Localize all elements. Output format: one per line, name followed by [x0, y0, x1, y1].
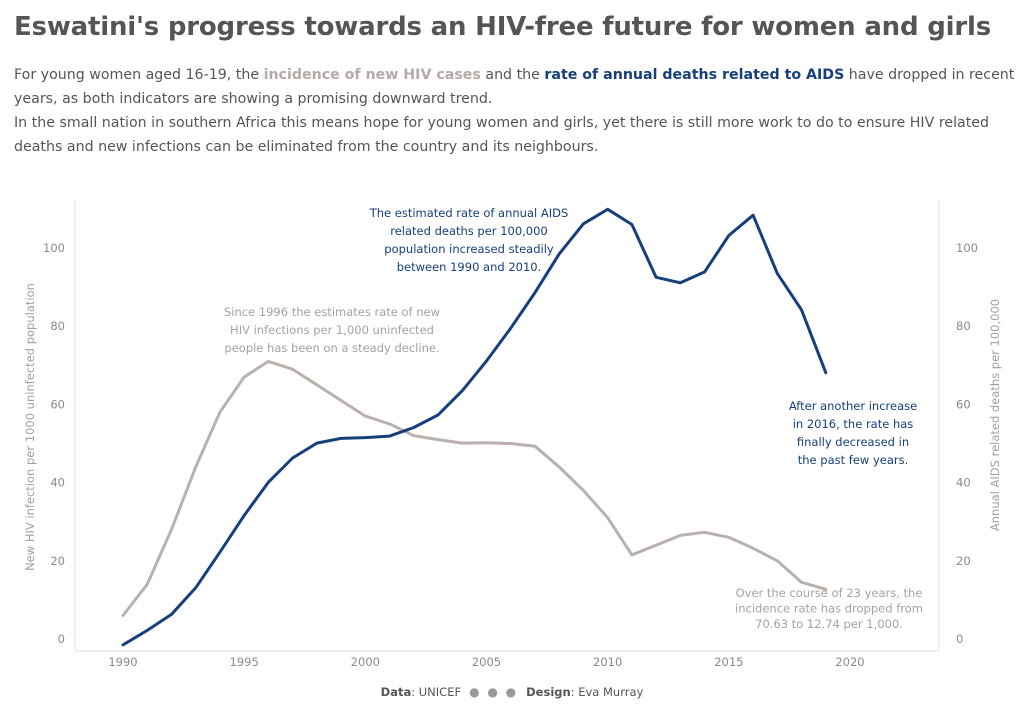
chart-title: Eswatini's progress towards an HIV-free …: [14, 12, 991, 42]
right-y-tick-label: 0: [956, 632, 963, 646]
annotation-line: people has been on a steady decline.: [224, 341, 439, 355]
annotation-line: the past few years.: [798, 453, 909, 467]
chart-lines: [121, 207, 828, 647]
subtitle-text: For young women aged 16-19, the: [14, 67, 264, 83]
separator-dots: ● ● ●: [469, 685, 519, 699]
deaths-series-line: [121, 207, 828, 647]
subtitle-paragraph-1: For young women aged 16-19, the incidenc…: [14, 63, 1016, 111]
annotation-line: finally decreased in: [797, 435, 909, 449]
right-y-tick-label: 20: [956, 554, 971, 568]
right-y-tick-label: 100: [956, 241, 978, 255]
annotation-line: incidence rate has dropped from: [735, 602, 923, 616]
right-y-axis-label: Annual AIDS related deaths per 100,000: [988, 299, 1002, 531]
x-tick-label: 2000: [351, 655, 380, 669]
left-y-tick-label: 100: [43, 241, 65, 255]
left-y-tick-label: 20: [50, 554, 65, 568]
annotation-line: After another increase: [789, 399, 917, 413]
x-tick-label: 2010: [593, 655, 622, 669]
left-y-tick-label: 60: [50, 397, 65, 411]
x-tick-label: 2015: [714, 655, 743, 669]
annotation-line: HIV infections per 1,000 uninfected: [230, 323, 434, 337]
deaths_recent-annotation: After another increase in 2016, the rate …: [789, 399, 917, 467]
chart-axes: 1990 1995 2000 2005 2010 2015 2020 0 20 40 60 80 100…: [23, 200, 1002, 669]
annotation-line: Since 1996 the estimates rate of new: [224, 305, 440, 319]
left-y-tick-label: 0: [58, 632, 65, 646]
deaths-highlight: rate of annual deaths related to AIDS: [544, 67, 845, 83]
left-y-tick-label: 40: [50, 476, 65, 490]
annotation-line: between 1990 and 2010.: [397, 260, 542, 274]
incidence-highlight: incidence of new HIV cases: [263, 67, 481, 83]
x-tick-label: 1990: [108, 655, 137, 669]
x-tick-label: 2005: [472, 655, 501, 669]
right-y-tick-label: 80: [956, 319, 971, 333]
right-y-tick-label: 40: [956, 476, 971, 490]
annotation-line: Over the course of 23 years, the: [736, 586, 923, 600]
annotation-line: 70.63 to 12.74 per 1,000.: [755, 617, 903, 631]
subtitle-text: have dropped in recent years, as both in…: [14, 67, 1015, 107]
left-y-axis-label: New HIV infection per 1000 uninfected po…: [23, 283, 37, 571]
data-source-value: : UNICEF: [411, 685, 462, 699]
incidence-series-line: [121, 359, 828, 617]
right-y-tick-label: 60: [956, 397, 971, 411]
data-source-label: Data: [380, 685, 412, 699]
design-credit-label: Design: [526, 685, 571, 699]
chart-annotations: The estimated rate of annual AIDS related…: [224, 206, 923, 631]
incidence_summary-annotation: Over the course of 23 years, the incidenc…: [735, 586, 923, 631]
incidence_decline-annotation: Since 1996 the estimates rate of new HIV …: [224, 305, 440, 355]
annotation-line: related deaths per 100,000: [390, 224, 548, 238]
x-tick-label: 2020: [835, 655, 864, 669]
subtitle-text: and the: [480, 67, 545, 83]
deaths_rise-annotation: The estimated rate of annual AIDS related…: [369, 206, 569, 274]
design-credit-value: : Eva Murray: [570, 685, 644, 699]
left-y-tick-label: 80: [50, 319, 65, 333]
annotation-line: The estimated rate of annual AIDS: [369, 206, 569, 220]
chart-subtitle: For young women aged 16-19, the incidenc…: [14, 63, 1016, 159]
annotation-line: population increased steadily: [384, 242, 554, 256]
x-tick-label: 1995: [230, 655, 259, 669]
chart-footer: Data: UNICEF ● ● ● Design: Eva Murray: [0, 685, 1024, 699]
annotation-line: in 2016, the rate has: [793, 417, 914, 431]
subtitle-paragraph-2: In the small nation in southern Africa t…: [14, 115, 990, 155]
